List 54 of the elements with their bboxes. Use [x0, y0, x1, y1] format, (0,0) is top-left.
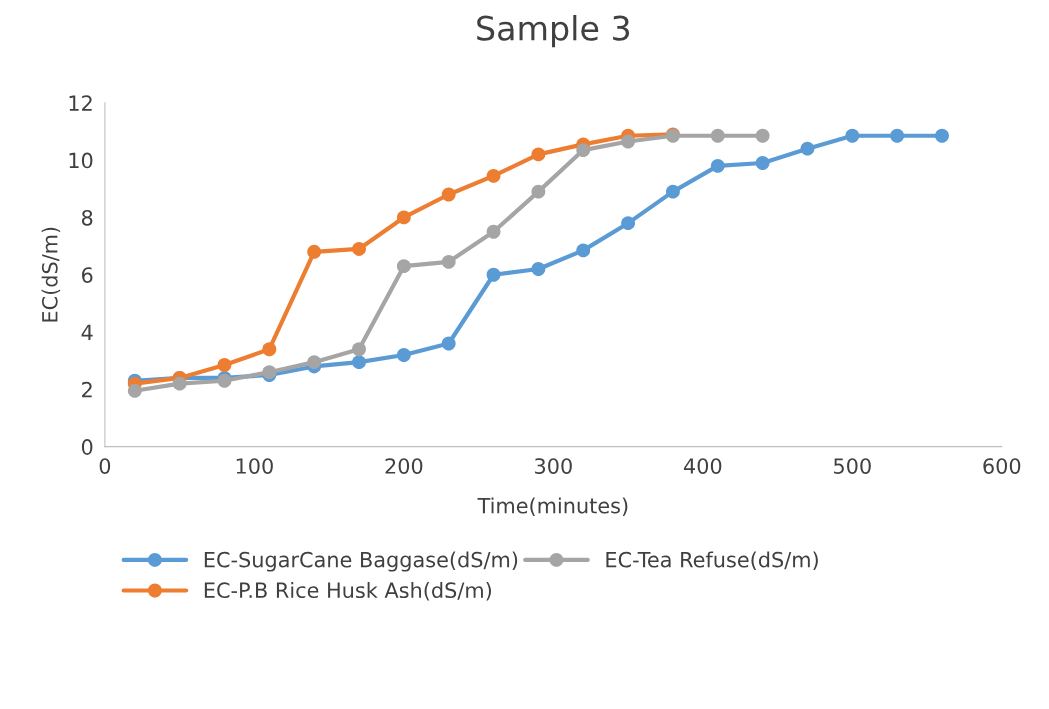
point: [486, 267, 501, 282]
point: [352, 242, 366, 256]
point: [531, 147, 546, 162]
x-tick-label: 400: [683, 458, 722, 474]
x-tick-label: 200: [385, 458, 423, 474]
x-tick-label: 100: [236, 458, 273, 474]
point: [307, 244, 322, 259]
point: [172, 376, 187, 391]
point: [710, 158, 725, 173]
point: [396, 348, 411, 362]
point: [621, 134, 636, 149]
y-axis-title: EC(dS/m): [41, 227, 61, 322]
x-axis-title: Time(minutes): [477, 497, 628, 516]
chart-title: Sample 3: [477, 14, 630, 48]
x-tick-label: 500: [834, 458, 871, 474]
y-tick-label: 2: [82, 381, 92, 398]
y-tick-label: 0: [81, 439, 93, 455]
point: [486, 224, 501, 239]
point: [441, 254, 456, 269]
point: [621, 216, 636, 231]
point: [710, 128, 725, 143]
point: [665, 184, 680, 199]
y-tick-label: 8: [81, 209, 93, 226]
point: [486, 168, 501, 183]
point: [441, 336, 456, 351]
point: [755, 128, 770, 143]
point: [845, 128, 860, 143]
y-tick-label: 10: [69, 152, 93, 169]
point: [352, 342, 366, 357]
point: [576, 143, 591, 158]
point: [262, 342, 277, 357]
point: [531, 184, 546, 199]
y-tick-label: 6: [81, 267, 93, 283]
point: [531, 262, 546, 276]
point: [441, 187, 456, 202]
point: [800, 141, 815, 156]
legend-label: EC-Tea Refuse(dS/m): [606, 551, 818, 570]
point: [935, 128, 949, 143]
x-tick-label: 600: [983, 458, 1021, 474]
point: [396, 259, 411, 274]
x-tick-label: 0: [99, 458, 111, 474]
point: [755, 156, 770, 170]
point: [352, 355, 366, 370]
point: [307, 355, 322, 370]
legend-label: EC-P.B Rice Husk Ash(dS/m): [204, 581, 491, 601]
legend-label: EC-SugarCane Baggase(dS/m): [204, 551, 518, 572]
point: [396, 210, 411, 225]
x-tick-label: 300: [535, 458, 572, 474]
y-tick-label: 12: [69, 95, 92, 111]
point: [217, 358, 232, 372]
point: [576, 243, 591, 258]
y-tick-label: 4: [81, 324, 93, 340]
point: [127, 383, 142, 398]
point: [890, 128, 905, 143]
